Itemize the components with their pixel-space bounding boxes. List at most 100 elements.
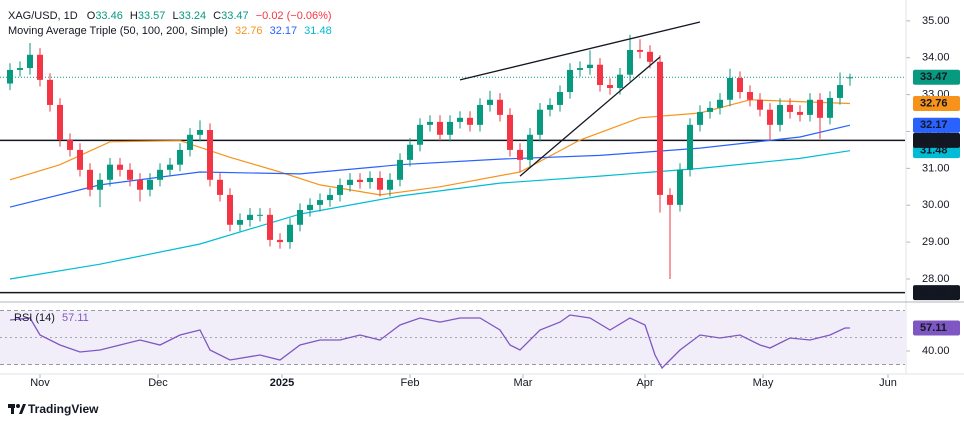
candle-body <box>617 74 623 88</box>
candle-body <box>227 194 233 225</box>
candle-body <box>667 194 673 205</box>
candle-body <box>117 164 123 170</box>
candle-body <box>447 121 453 135</box>
candle-body <box>327 194 333 201</box>
candle-body <box>487 99 493 105</box>
ohlc-label: H <box>130 10 138 22</box>
change: −0.02 (−0.06%) <box>256 10 332 22</box>
candle-body <box>167 164 173 170</box>
candle-body <box>337 184 343 195</box>
candle-body <box>767 109 773 125</box>
price-badge-label: 33.47 <box>920 71 948 83</box>
candle-body <box>407 144 413 160</box>
ohlc-value: 33.57 <box>138 10 166 22</box>
candle-body <box>237 219 243 225</box>
rsi-line <box>9 314 850 370</box>
axis-layer: 28.0029.0030.0031.0032.0033.0034.0035.00… <box>30 15 960 389</box>
rsi-y-tick-label: 40.00 <box>922 345 950 357</box>
candle-body <box>707 107 713 112</box>
price-badge-label: 32.76 <box>920 97 948 109</box>
candle-body <box>427 121 433 125</box>
candle-body <box>297 210 303 225</box>
price-badge-label: 57.11 <box>920 322 947 334</box>
x-tick-label: Feb <box>401 377 420 389</box>
candle-body <box>577 68 583 70</box>
y-tick-label: 29.00 <box>922 236 950 248</box>
x-tick-label: Dec <box>148 377 168 389</box>
rsi-legend: RSI (14) 57.11 <box>14 312 89 324</box>
ohlc-value: 33.46 <box>95 10 123 22</box>
candle-body <box>97 179 103 190</box>
candle-body <box>737 78 743 93</box>
candle-body <box>457 117 463 122</box>
ohlc-label: C <box>213 10 221 22</box>
candle-body <box>317 200 323 205</box>
candle-body <box>797 111 803 115</box>
price-badge-label: 27.63 <box>920 287 948 299</box>
candle-body <box>657 61 663 195</box>
x-tick-label: May <box>753 377 774 389</box>
logo-part <box>11 404 14 414</box>
candle-body <box>287 224 293 243</box>
candle-body <box>537 109 543 135</box>
candle-body <box>557 92 563 105</box>
candle-body <box>727 78 733 100</box>
candle-body <box>7 69 13 84</box>
candle-body <box>137 179 143 190</box>
y-tick-label: 35.00 <box>922 15 950 27</box>
candle-body <box>367 177 373 182</box>
indicator-legend: Moving Average Triple (50, 100, 200, Sim… <box>8 25 332 37</box>
indicator-value: 32.17 <box>270 25 298 37</box>
ohlc-label: L <box>172 10 178 22</box>
candle-body <box>17 68 23 70</box>
candle-body <box>67 139 73 150</box>
price-badge <box>913 95 960 111</box>
candle-body <box>597 64 603 86</box>
candle-body <box>27 54 33 69</box>
price-badge <box>913 320 960 336</box>
candle-body <box>177 149 183 165</box>
candle-body <box>567 69 573 93</box>
price-badge-label: 32.17 <box>920 119 948 131</box>
main-layer <box>7 21 853 370</box>
candle-body <box>467 117 473 125</box>
y-tick-label: 34.00 <box>922 52 950 64</box>
indicator-value: 32.76 <box>235 25 263 37</box>
rsi-title: RSI (14) <box>14 312 55 324</box>
moving-average-line <box>9 150 851 280</box>
candle-body <box>417 124 423 145</box>
x-tick-label: Mar <box>514 377 533 389</box>
candle-body <box>267 214 273 240</box>
candle-body <box>497 99 503 115</box>
candle-body <box>587 64 593 69</box>
candle-body <box>837 85 843 98</box>
candle-body <box>87 169 93 190</box>
candle-body <box>197 130 203 135</box>
candle-body <box>127 169 133 180</box>
candle-body <box>647 51 653 62</box>
candle-body <box>717 99 723 108</box>
x-tick-label: Apr <box>636 377 653 389</box>
trendline <box>459 21 701 81</box>
rsi-value: 57.11 <box>62 312 89 324</box>
x-tick-label: 2025 <box>270 377 294 389</box>
candle-body <box>547 104 553 110</box>
symbol: XAG/USD, 1D <box>8 10 78 22</box>
ohlc-value: 33.47 <box>221 10 249 22</box>
candle-body <box>147 179 153 190</box>
candle-body <box>257 214 263 216</box>
candle-body <box>357 179 363 182</box>
ohlc-legend: XAG/USD, 1D O33.46 H33.57 L33.24 C33.47 … <box>8 10 332 22</box>
candle-body <box>387 179 393 190</box>
logo-part <box>19 404 26 414</box>
candle-body <box>77 149 83 170</box>
candle-body <box>477 104 483 125</box>
candle-body <box>517 149 523 160</box>
candle-body <box>747 92 753 100</box>
x-tick-label: Nov <box>30 377 50 389</box>
ohlc-value: 33.24 <box>179 10 207 22</box>
price-badge <box>913 69 960 85</box>
ohlc-label: O <box>87 10 96 22</box>
candle-body <box>777 104 783 125</box>
